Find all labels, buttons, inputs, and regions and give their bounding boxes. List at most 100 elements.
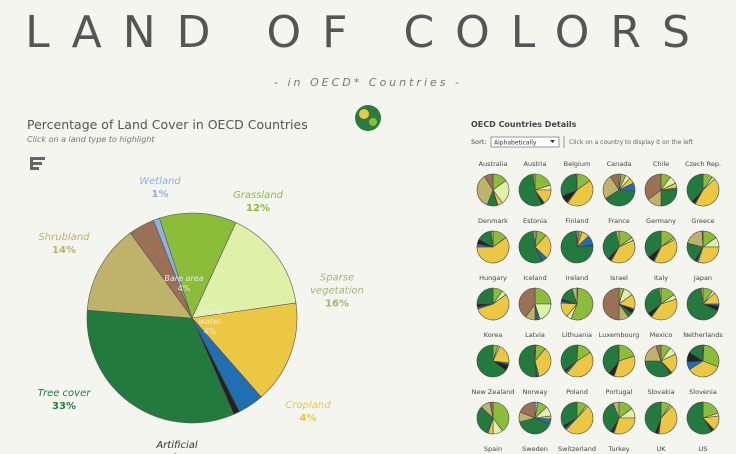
mini-slice: [613, 355, 636, 378]
country-label: UK: [656, 445, 666, 453]
mini-slice: [602, 344, 620, 374]
mini-slice: [644, 360, 671, 378]
slice-label: Wetland 1%: [125, 175, 195, 201]
sort-dropdown[interactable]: [490, 136, 560, 148]
slice-label: Shrubland 14%: [29, 231, 99, 257]
mini-slice: [489, 401, 494, 419]
chart-title: Percentage of Land Cover in OECD Countri…: [27, 117, 308, 132]
country-label: Czech Rep.: [685, 160, 721, 168]
slice-label: Inland water 4%: [190, 307, 230, 337]
mini-slice: [518, 173, 543, 207]
mini-slice: [533, 344, 536, 362]
mini-slice: [534, 287, 552, 305]
mini-slice: [644, 401, 662, 434]
category-label: Wetland: [139, 176, 181, 187]
country-label: Slovenia: [689, 388, 717, 396]
country-label: Latvia: [525, 331, 545, 339]
country-label: US: [699, 445, 708, 453]
mini-slice: [566, 352, 594, 378]
country-label: Estonia: [523, 217, 547, 225]
country-label: Australia: [479, 160, 508, 168]
country-label: France: [608, 217, 630, 225]
mini-slice: [567, 180, 594, 207]
category-label: Artificial surfaces: [156, 440, 198, 454]
category-label: Inland water: [197, 307, 223, 326]
country-label: Canada: [607, 160, 632, 168]
value-label: 12%: [246, 203, 270, 214]
sort-label: Sort:: [471, 138, 487, 146]
mini-slice: [702, 344, 720, 368]
mini-slice: [700, 287, 704, 305]
country-label: Switzerland: [558, 445, 596, 453]
hint: Click on a country to display it on the …: [569, 139, 694, 146]
mini-slice: [476, 406, 494, 433]
country-label: Poland: [566, 388, 588, 396]
mini-slice: [476, 237, 510, 264]
mini-slice: [477, 294, 510, 321]
country-label: Iceland: [523, 274, 547, 282]
mini-slice: [490, 230, 494, 248]
value-label: 1%: [151, 189, 169, 200]
mini-slice: [602, 230, 620, 260]
slice-label: Artificial surfaces: [142, 439, 212, 454]
page-subtitle: - in OECD* Countries -: [274, 76, 462, 89]
mini-slice: [602, 287, 620, 321]
mini-slice: [560, 344, 578, 371]
mini-slice: [519, 401, 536, 419]
mini-slice: [519, 417, 551, 435]
sort-value[interactable]: Alphabetically: [494, 140, 537, 147]
mini-slice: [651, 298, 678, 321]
value-label: 4%: [203, 327, 217, 336]
mini-slice: [534, 348, 552, 377]
country-label: Mexico: [650, 331, 673, 339]
mini-slice: [694, 178, 720, 207]
page-title: LAND OF COLORS: [25, 7, 711, 58]
mini-slice: [689, 360, 719, 378]
category-label: Cropland: [285, 400, 331, 411]
mini-slice: [532, 230, 536, 248]
sort-icon[interactable]: [30, 157, 45, 170]
mini-slice: [701, 230, 704, 248]
mini-slice: [686, 287, 718, 321]
mini-slice: [518, 287, 536, 318]
value-label: 14%: [52, 245, 76, 256]
panel-title: OECD Countries Details: [471, 120, 577, 129]
country-label: Spain: [484, 445, 502, 453]
country-label: Austria: [524, 160, 547, 168]
mini-slice: [570, 287, 594, 321]
mini-slice: [655, 344, 662, 362]
country-label: Hungary: [479, 274, 507, 282]
pie-slice: [159, 212, 237, 319]
mini-slice: [617, 344, 620, 362]
mini-slice: [476, 176, 494, 206]
mini-slice: [518, 344, 537, 378]
logo: [369, 118, 377, 126]
mini-slice: [532, 173, 536, 191]
mini-slice: [571, 287, 578, 305]
category-label: Bare area: [164, 274, 204, 283]
mini-slice: [686, 173, 704, 203]
category-label: Shrubland: [38, 232, 90, 243]
mini-slice: [476, 344, 507, 378]
country-label: Luxembourg: [599, 331, 640, 339]
mini-slice: [658, 287, 662, 305]
country-label: Denmark: [478, 217, 508, 225]
mini-slice: [476, 287, 494, 305]
country-label: Sweden: [522, 445, 548, 453]
country-label: Netherlands: [683, 331, 723, 339]
country-label: Turkey: [607, 445, 629, 453]
mini-slice: [565, 405, 594, 435]
dropdown-arrow: [550, 140, 555, 143]
country-label: Israel: [610, 274, 628, 282]
mini-slice: [610, 239, 636, 264]
mini-slice: [644, 287, 662, 314]
chart-subtitle: Click on a land type to highlight: [27, 135, 155, 144]
mini-slice: [612, 401, 620, 419]
country-label: Belgium: [564, 160, 591, 168]
pie-slice: [130, 219, 193, 319]
logo: [359, 109, 369, 119]
country-label: Chile: [653, 160, 669, 168]
mini-slice: [484, 173, 494, 192]
